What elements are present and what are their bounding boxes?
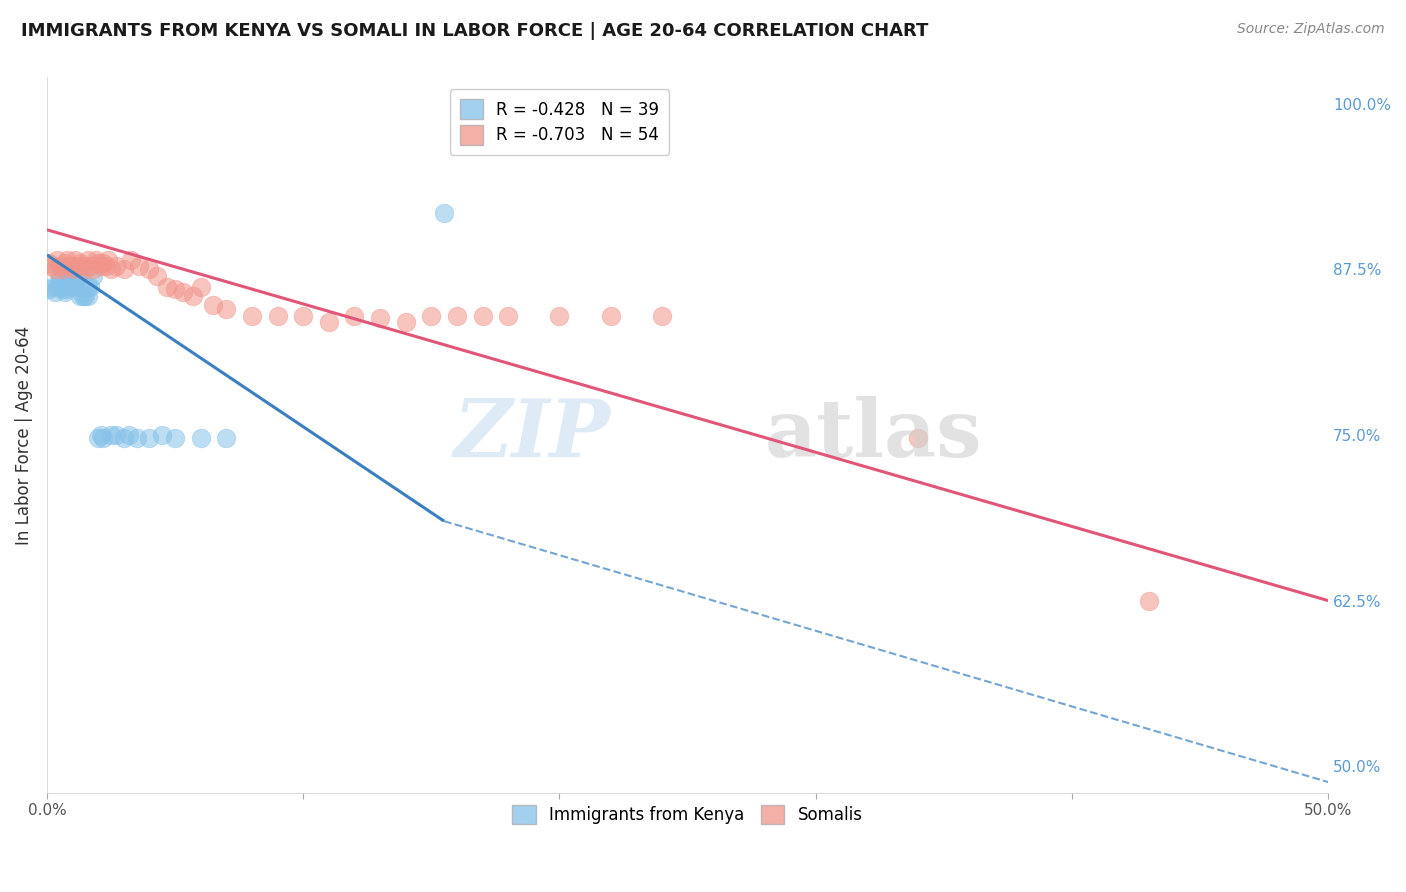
Point [53,279,76,293]
Point [146,269,169,284]
Point [59,259,82,273]
Point [128,259,150,273]
Point [292,309,315,323]
Point [496,309,519,323]
Point [48,272,70,286]
Point [79,279,101,293]
Point [77,279,100,293]
Point [72,289,94,303]
Point [266,309,288,323]
Point [38,256,60,270]
Point [548,309,571,323]
Point [56,282,79,296]
Point [433,205,456,219]
Point [66,269,89,284]
Legend: Immigrants from Kenya, Somalis: Immigrants from Kenya, Somalis [502,795,873,834]
Point [651,309,673,323]
Point [38,282,60,296]
Point [82,262,104,277]
Text: Source: ZipAtlas.com: Source: ZipAtlas.com [1237,22,1385,37]
Y-axis label: In Labor Force | Age 20-64: In Labor Force | Age 20-64 [15,326,32,545]
Point [240,309,263,323]
Point [46,279,69,293]
Point [48,269,70,284]
Point [471,309,494,323]
Point [150,428,173,442]
Point [215,302,238,317]
Point [56,272,79,286]
Point [120,253,142,268]
Point [163,431,186,445]
Point [87,256,110,270]
Point [202,298,225,312]
Point [90,259,112,273]
Point [69,289,91,303]
Point [82,269,104,284]
Point [94,259,117,273]
Point [90,428,112,442]
Point [59,272,82,286]
Point [48,259,70,273]
Point [63,276,86,290]
Point [69,279,91,293]
Point [51,282,73,296]
Point [51,262,73,277]
Point [91,431,114,445]
Point [190,431,212,445]
Point [420,309,443,323]
Point [215,431,238,445]
Point [87,431,110,445]
Point [172,285,194,299]
Point [79,259,101,273]
Point [44,262,66,277]
Text: ZIP: ZIP [454,396,610,474]
Point [105,259,128,273]
Point [77,289,100,303]
Point [75,289,97,303]
Point [105,428,128,442]
Point [118,428,141,442]
Text: IMMIGRANTS FROM KENYA VS SOMALI IN LABOR FORCE | AGE 20-64 CORRELATION CHART: IMMIGRANTS FROM KENYA VS SOMALI IN LABOR… [21,22,928,40]
Point [156,279,179,293]
Point [112,262,135,277]
Point [56,253,79,268]
Point [190,279,212,293]
Point [395,316,418,330]
Point [53,285,76,299]
Point [53,256,76,270]
Point [84,253,107,268]
Point [63,253,86,268]
Point [138,431,160,445]
Point [62,269,84,284]
Point [181,289,204,303]
Point [59,279,82,293]
Point [100,262,122,277]
Point [72,259,94,273]
Point [343,309,366,323]
Point [66,259,89,273]
Text: atlas: atlas [765,396,981,474]
Point [62,262,84,277]
Point [599,309,621,323]
Point [91,256,114,270]
Point [907,431,929,445]
Point [125,431,148,445]
Point [75,262,97,277]
Point [1137,593,1160,607]
Point [368,311,391,326]
Point [46,253,69,268]
Point [446,309,468,323]
Point [138,262,160,277]
Point [62,276,84,290]
Point [163,282,186,296]
Point [100,428,122,442]
Point [41,279,63,293]
Point [97,253,120,268]
Point [77,253,100,268]
Point [44,285,66,299]
Point [318,316,340,330]
Point [69,256,91,270]
Point [112,431,135,445]
Point [41,259,63,273]
